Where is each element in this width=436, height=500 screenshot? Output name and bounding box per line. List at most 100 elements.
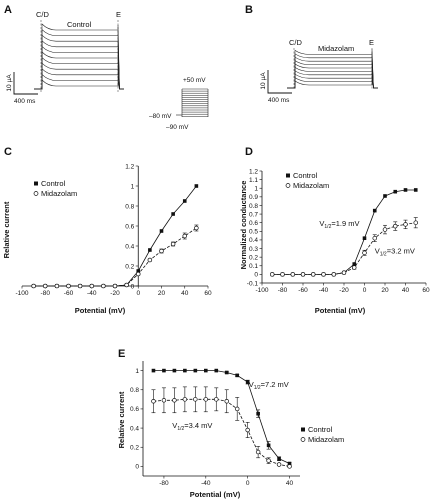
panel-a-trace: [34, 40, 124, 90]
panel-c-x-tick-label: 0: [136, 290, 140, 297]
panel-b-condition: Midazolam: [318, 44, 354, 53]
panel-c-series-control-point: [171, 212, 175, 216]
panel-a-trace: [34, 28, 124, 90]
panel-d-series-control-point: [393, 189, 398, 194]
panel-c-series-midazolam-point: [136, 271, 141, 277]
panel-c-x-tick-label: 40: [181, 290, 189, 297]
panel-d-y-tick-label: 0.6: [249, 220, 258, 227]
panel-d-y-tick-label: 1.1: [249, 177, 258, 184]
panel-c-series-midazolam-point: [182, 233, 188, 239]
panel-b-marker-cd: C/D: [289, 38, 303, 47]
panel-d-series-midazolam-point: [341, 270, 347, 275]
panel-b-scale-bar: [267, 70, 292, 94]
panel-e-series-control-point: [266, 443, 271, 448]
panel-e-series-control-point: [235, 373, 239, 378]
panel-d-series-midazolam-point: [413, 220, 419, 225]
panel-c-x-tick-label: -80: [41, 290, 51, 297]
panel-d-series-midazolam-point: [362, 250, 367, 256]
panel-c-series-control-line: [33, 185, 197, 287]
panel-e-series-midazolam-point: [287, 464, 292, 469]
protocol-top-voltage: +50 mV: [183, 77, 206, 84]
panel-c-x-tick-label: -60: [64, 290, 74, 297]
panel-e: E -80 -40 0 40 0 0.2 0.4 0.6 0.8 1 V1/2=7.2 mV V1/2…: [117, 348, 344, 499]
panel-a-trace: [34, 62, 124, 90]
panel-d-y-tick-label: 0.2: [249, 254, 258, 261]
panel-e-y-tick-label: 0.4: [130, 425, 139, 432]
panel-c-y-tick-label: 1.2: [125, 163, 134, 170]
panel-b-trace: [287, 62, 378, 89]
panel-d-legend-marker-midazolam: [285, 183, 291, 188]
panel-e-legend-label-midazolam: Midazolam: [308, 435, 344, 444]
panel-e-y-tick-label: 0: [135, 464, 139, 471]
panel-a-trace: [34, 45, 124, 90]
panel-c-y-tick-label: 0: [131, 283, 135, 290]
panel-c-series-midazolam-point: [77, 283, 83, 289]
panel-d-y-tick-label: 0: [254, 272, 258, 279]
panel-e-series-control-point: [214, 368, 219, 373]
panel-e-ylabel: Relative current: [117, 391, 126, 448]
panel-e-series-control-point: [193, 368, 198, 373]
panel-e-v-half-annotation: V1/2=7.2 mV: [249, 380, 289, 391]
panel-c: C -100 -80 -60 -40 -20 0 20 40 60 0 0.2 0.4 0.6 0.8 1 1…: [2, 146, 212, 315]
panel-c-y-tick-label: 0.6: [125, 223, 134, 230]
panel-d-y-tick-label: 0.8: [249, 203, 258, 210]
panel-c-series-midazolam-point: [194, 225, 199, 231]
panel-d-series-control-point: [403, 188, 408, 192]
panel-e-x-tick-label: -40: [201, 480, 211, 487]
panel-a-trace: [34, 73, 124, 90]
panel-c-series-control-point: [194, 184, 199, 188]
panel-a-current-traces: [34, 23, 124, 90]
panel-d-v-half-annotation: V1/2=1.9 mV: [319, 219, 359, 230]
panel-d-series-midazolam-point: [372, 235, 378, 241]
panel-d-x-tick-label: -20: [339, 287, 349, 294]
panel-e-series-midazolam-point: [214, 397, 219, 402]
panel-e-series-midazolam-point: [245, 427, 250, 433]
panel-d-series-midazolam-point: [290, 272, 296, 277]
panel-d-y-tick-label: 0.5: [249, 229, 258, 236]
panel-e-series-midazolam-line: [153, 398, 290, 467]
panel-b-trace: [287, 56, 378, 89]
panel-d-y-tick-label: 0.4: [249, 237, 258, 244]
panel-d-xlabel: Potential (mV): [315, 306, 366, 315]
panel-c-xlabel: Potential (mV): [75, 306, 126, 315]
panel-d-series-midazolam-point: [382, 227, 388, 232]
panel-e-series-midazolam-point: [151, 399, 156, 404]
panel-c-series-midazolam-point: [124, 282, 129, 288]
panel-a-trace: [34, 79, 124, 90]
panel-a-marker-e: E: [116, 10, 121, 19]
panel-e-series-control-point: [162, 368, 166, 373]
panel-d-ylabel: Normalized conductance: [239, 181, 248, 270]
panel-e-series-midazolam-point: [276, 462, 282, 467]
panel-c-series-midazolam-point: [170, 241, 176, 247]
panel-e-y-tick-label: 1: [135, 368, 139, 375]
panel-c-series-midazolam-point: [31, 283, 36, 289]
panel-c-legend-label-control: Control: [41, 179, 66, 188]
panel-c-series-midazolam-point: [66, 283, 71, 289]
panel-c-series-midazolam-point: [112, 283, 118, 289]
panel-b-trace: [287, 49, 378, 89]
panel-d-x-tick-label: 40: [402, 287, 410, 294]
panel-a: A C/D Control E 10 µA 400 ms: [4, 4, 124, 105]
panel-c-letter: C: [4, 146, 12, 158]
panel-e-series-midazolam-point: [193, 397, 198, 402]
panel-d-letter: D: [245, 146, 253, 158]
panel-a-scale-bar: [13, 72, 38, 95]
panel-d-y-tick-label: 1.2: [249, 168, 258, 175]
panel-e-series-midazolam-point: [172, 398, 177, 403]
panel-b-marker-e: E: [369, 38, 374, 47]
panel-d-series-control-point: [352, 262, 357, 266]
panel-e-series-control-point: [183, 368, 187, 373]
panel-c-series-control-point: [182, 199, 187, 203]
panel-c-series-midazolam-point: [42, 283, 48, 289]
panel-d-y-tick-label: 1: [254, 186, 258, 193]
panel-b: B C/D Midazolam E 10 µA 400 ms: [245, 4, 378, 104]
panel-c-y-tick-label: 1: [131, 183, 135, 190]
panel-d-series-control-point: [383, 194, 387, 198]
panel-d-legend-marker-control: [286, 173, 290, 178]
panel-a-scale-x: 400 ms: [14, 98, 36, 105]
panel-c-series-midazolam-point: [54, 283, 60, 289]
panel-c-series-midazolam-point: [147, 257, 153, 263]
panel-d-legend-label-control: Control: [293, 171, 318, 180]
panel-a-trace: [34, 51, 124, 90]
